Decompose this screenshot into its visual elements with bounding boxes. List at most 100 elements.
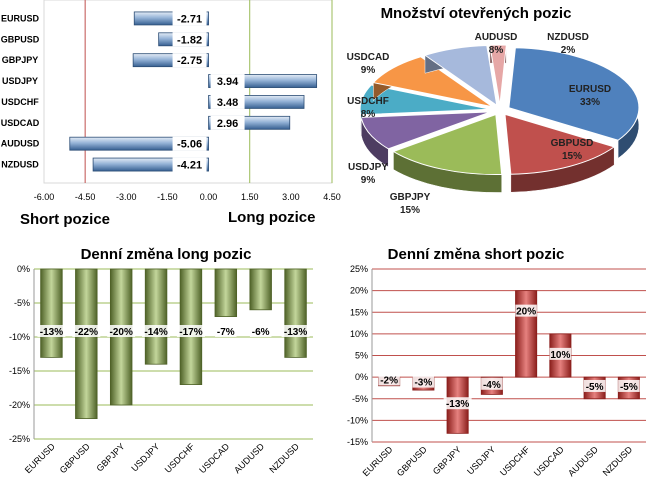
long-category-label: AUDUSD <box>232 441 266 475</box>
long-y-tick-label: -15% <box>9 366 30 376</box>
short-pozice-label: Short pozice <box>20 211 110 228</box>
net-value-label: -4.21 <box>177 160 202 172</box>
short-category-label: GBPUSD <box>395 444 429 478</box>
short-value-label: -3% <box>414 378 432 389</box>
net-label-bg <box>172 32 207 47</box>
net-category-bg <box>0 31 42 48</box>
net-x-tick-label: -4.50 <box>75 192 96 202</box>
net-x-tick-label: 3.00 <box>282 192 300 202</box>
short-value-label: -5% <box>586 382 604 393</box>
short-category-label: USDCHF <box>498 444 532 478</box>
net-value-label: 3.94 <box>217 76 239 88</box>
long-bar-eurusd <box>40 268 63 358</box>
short-label-bg <box>481 377 503 390</box>
long-value-label: -13% <box>40 327 63 338</box>
pie-label-value: 2% <box>561 45 576 56</box>
long-category-label: USDCHF <box>163 441 197 475</box>
net-category-label: GBPJPY <box>2 55 39 65</box>
long-category-label: GBPUSD <box>58 441 92 475</box>
long-value-label: -13% <box>284 327 307 338</box>
net-value-label: -5.06 <box>177 139 202 151</box>
long-bar-nzdusd <box>284 268 307 358</box>
short-value-label: -2% <box>380 375 398 386</box>
pie-label-name: AUDUSD <box>475 32 518 43</box>
pie-slice-audusd <box>423 44 498 107</box>
short-y-tick-label: 20% <box>350 286 368 296</box>
short-y-tick-label: 5% <box>355 351 368 361</box>
pie-label-value: 15% <box>562 151 582 162</box>
long-label-bg <box>107 325 136 337</box>
net-x-tick-label: 1.50 <box>241 192 259 202</box>
pie-slice-gbpjpy <box>392 113 503 193</box>
long-label-bg <box>176 325 205 337</box>
short-value-label: -5% <box>620 382 638 393</box>
pie-label-name: NZDUSD <box>547 32 589 43</box>
net-category-bg <box>0 135 42 152</box>
pie-label-name: USDCHF <box>347 96 389 107</box>
short-label-bg <box>515 304 537 317</box>
pie-slice-gbpusd <box>504 113 616 193</box>
pie-label-value: 15% <box>400 205 420 216</box>
short-category-label: GBPJPY <box>431 444 463 476</box>
long-category-label: GBPJPY <box>94 441 126 473</box>
net-position-chart: -2.71 -1.82 -2.75 3.94 3.48 2.96 -5.06 -4.21 -6… <box>0 0 341 228</box>
long-value-label: -7% <box>217 327 235 338</box>
short-value-label: -13% <box>446 399 469 410</box>
net-category-bg <box>0 10 42 27</box>
long-chart-title: Denní změna long pozic <box>81 246 252 263</box>
long-category-label: EURUSD <box>23 441 57 475</box>
net-category-label: USDJPY <box>2 76 38 86</box>
net-label-bg <box>172 53 207 68</box>
long-label-bg <box>249 325 272 337</box>
short-label-bg <box>583 379 606 392</box>
net-category-bg <box>0 156 42 173</box>
pie-slice-eurusd <box>508 47 640 159</box>
short-category-label: USDCAD <box>532 444 566 478</box>
net-value-label: -2.75 <box>177 55 202 67</box>
long-value-label: -14% <box>144 327 167 338</box>
long-category-label: USDCAD <box>197 441 231 475</box>
net-x-tick-label: 4.50 <box>323 192 341 202</box>
net-category-label: GBPUSD <box>1 34 40 44</box>
net-category-label: USDCAD <box>1 118 40 128</box>
short-label-bg <box>549 347 572 360</box>
long-value-label: -20% <box>110 327 133 338</box>
net-x-tick-label: -1.50 <box>157 192 178 202</box>
net-label-bg <box>172 157 207 172</box>
net-x-tick-label: -6.00 <box>34 192 55 202</box>
short-label-bg <box>443 397 472 410</box>
pie-label-name: GBPUSD <box>551 138 594 149</box>
long-y-tick-label: -10% <box>9 332 30 342</box>
long-y-tick-label: 0% <box>17 264 30 274</box>
long-label-bg <box>142 325 171 337</box>
net-label-bg <box>210 74 245 89</box>
long-label-bg <box>281 325 310 337</box>
net-category-label: NZDUSD <box>1 160 39 170</box>
pie-label-value: 9% <box>361 175 376 186</box>
long-category-label: USDJPY <box>129 441 161 473</box>
long-value-label: -22% <box>75 327 98 338</box>
short-category-label: NZDUSD <box>601 444 635 478</box>
pie-slice-usdchf <box>359 84 491 133</box>
long-pozice-label: Long pozice <box>228 209 316 226</box>
net-label-bg <box>172 11 207 26</box>
long-y-tick-label: -5% <box>14 298 30 308</box>
short-y-tick-label: -5% <box>352 394 368 404</box>
short-bar-usdchf <box>515 290 538 378</box>
pie-label-name: USDCAD <box>347 52 390 63</box>
pie-label-name: USDJPY <box>348 162 388 173</box>
long-bar-usdjpy <box>144 268 168 365</box>
short-value-label: 10% <box>550 350 570 361</box>
short-label-bg <box>378 373 400 386</box>
net-value-label: -2.71 <box>177 13 202 25</box>
long-category-label: NZDUSD <box>267 441 301 475</box>
net-value-label: 2.96 <box>217 118 238 130</box>
pie-label-value: 8% <box>361 109 376 120</box>
long-bar-gbpusd <box>75 268 98 420</box>
net-category-label: USDCHF <box>1 97 39 107</box>
short-value-label: -4% <box>483 380 501 391</box>
long-label-bg <box>215 325 237 337</box>
pie-label-name: GBPJPY <box>390 192 431 203</box>
net-x-tick-label: -3.00 <box>116 192 137 202</box>
net-value-label: 3.48 <box>217 97 238 109</box>
